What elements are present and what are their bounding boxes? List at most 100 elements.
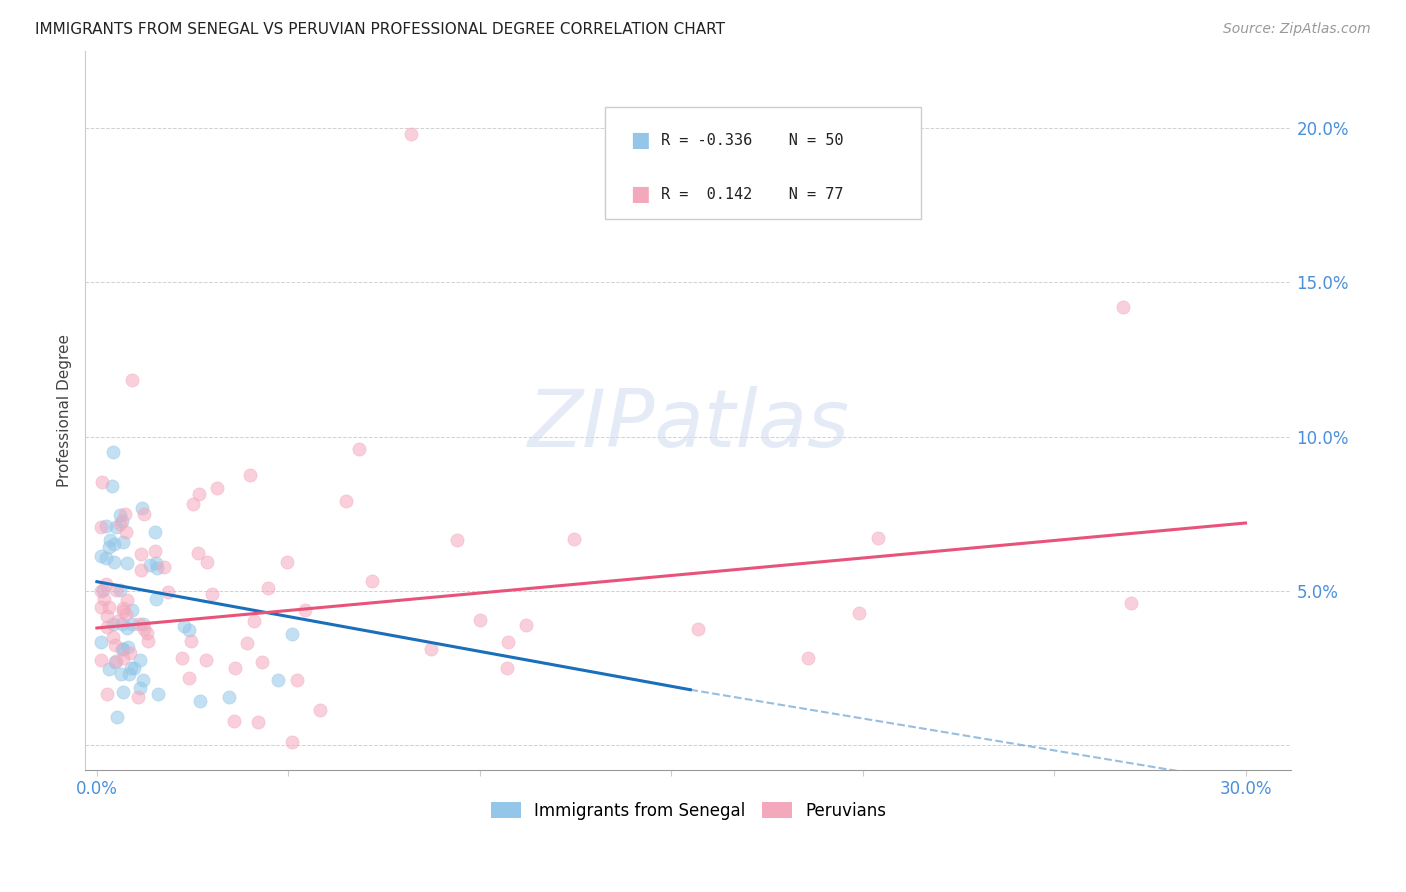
Point — [495, 661, 517, 675]
Point — [257, 582, 280, 596]
Point — [468, 614, 491, 628]
Point — [848, 607, 870, 621]
Text: IMMIGRANTS FROM SENEGAL VS PERUVIAN PROFESSIONAL DEGREE CORRELATION CHART: IMMIGRANTS FROM SENEGAL VS PERUVIAN PROF… — [35, 22, 725, 37]
Point — [111, 617, 134, 632]
Point — [222, 714, 245, 729]
Point — [121, 603, 143, 617]
Point — [101, 445, 124, 459]
Point — [117, 593, 139, 607]
Point — [195, 653, 218, 667]
Point — [131, 500, 153, 515]
Point — [218, 690, 240, 704]
Point — [129, 563, 152, 577]
Point — [188, 694, 211, 708]
Point — [111, 535, 134, 549]
Point — [103, 555, 125, 569]
Point — [96, 687, 118, 701]
Point — [136, 633, 159, 648]
Point — [335, 494, 357, 508]
Point — [132, 622, 155, 636]
Point — [1119, 596, 1142, 610]
Point — [105, 519, 128, 533]
Point — [797, 650, 820, 665]
Point — [250, 655, 273, 669]
Point — [145, 556, 167, 570]
Point — [1112, 300, 1135, 314]
Point — [108, 508, 131, 522]
Point — [107, 614, 129, 628]
Point — [105, 583, 128, 598]
Point — [114, 507, 136, 521]
Point — [562, 532, 585, 546]
Point — [96, 609, 118, 624]
Point — [121, 373, 143, 387]
Point — [246, 714, 269, 729]
Point — [98, 533, 121, 548]
Point — [201, 587, 224, 601]
Point — [242, 614, 264, 628]
Point — [96, 620, 118, 634]
Point — [686, 622, 709, 636]
Point — [94, 519, 117, 533]
Point — [131, 617, 153, 632]
Point — [97, 662, 120, 676]
Point — [866, 531, 889, 545]
Point — [112, 604, 135, 618]
Point — [195, 555, 218, 569]
Point — [94, 550, 117, 565]
Point — [90, 584, 112, 599]
Text: ■: ■ — [630, 130, 650, 150]
Point — [309, 703, 332, 717]
Point — [111, 642, 134, 657]
Point — [94, 577, 117, 591]
Point — [128, 616, 150, 631]
Point — [108, 583, 131, 598]
Point — [146, 561, 169, 575]
Point — [294, 603, 316, 617]
Point — [170, 651, 193, 665]
Point — [111, 685, 134, 699]
Point — [97, 540, 120, 554]
Legend: Immigrants from Senegal, Peruvians: Immigrants from Senegal, Peruvians — [484, 795, 893, 826]
Point — [515, 618, 537, 632]
Point — [145, 592, 167, 607]
Point — [111, 650, 134, 665]
Point — [280, 627, 302, 641]
Point — [179, 671, 201, 685]
Point — [129, 681, 152, 695]
Point — [101, 630, 124, 644]
Point — [120, 646, 142, 660]
Point — [105, 654, 128, 668]
Point — [90, 520, 112, 534]
Point — [121, 617, 143, 632]
Point — [148, 687, 170, 701]
Point — [103, 537, 125, 551]
Point — [91, 582, 114, 597]
Point — [179, 623, 201, 637]
Point — [267, 673, 290, 688]
Text: ■: ■ — [630, 185, 650, 204]
Y-axis label: Professional Degree: Professional Degree — [58, 334, 72, 487]
Point — [117, 640, 139, 654]
Point — [90, 653, 112, 667]
Point — [139, 558, 162, 572]
Point — [90, 599, 112, 614]
Point — [188, 487, 211, 501]
Point — [361, 574, 384, 588]
Point — [122, 660, 145, 674]
Point — [104, 638, 127, 652]
Point — [90, 634, 112, 648]
Point — [112, 600, 135, 615]
Point — [108, 517, 131, 532]
Point — [145, 543, 167, 558]
Point — [118, 667, 141, 681]
Point — [104, 655, 127, 669]
Point — [420, 641, 443, 656]
Point — [114, 607, 136, 621]
Point — [115, 621, 138, 635]
Point — [157, 584, 180, 599]
Point — [280, 735, 302, 749]
Point — [132, 673, 155, 688]
Point — [153, 559, 176, 574]
Point — [107, 709, 129, 723]
